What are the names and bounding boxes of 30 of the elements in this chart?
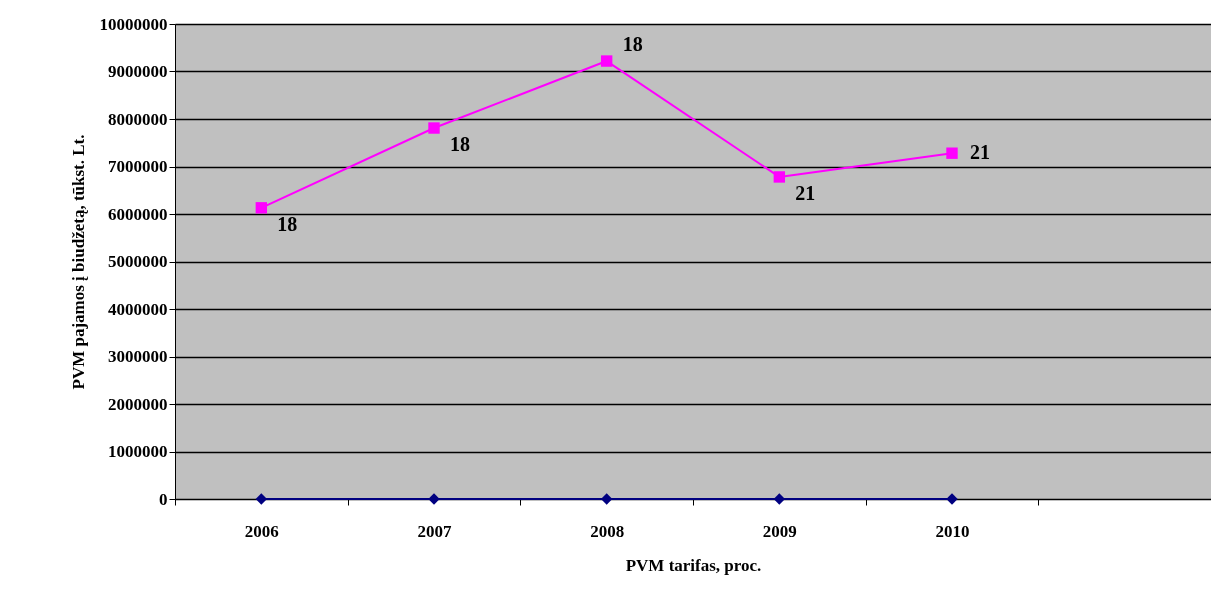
y-tick-label: 10000000 <box>99 14 168 34</box>
x-tick-label: 2010 <box>935 521 970 541</box>
point <box>428 122 440 134</box>
y-tick-label: 1000000 <box>108 442 168 461</box>
point <box>255 202 268 214</box>
point <box>773 171 786 183</box>
y-tick-label: 0 <box>159 489 168 509</box>
y-tick-label: 9000000 <box>108 62 168 81</box>
point <box>946 147 958 159</box>
y-tick-label: 6000000 <box>108 204 168 224</box>
annotation: 18 <box>622 33 643 56</box>
annotation: 21 <box>970 141 990 164</box>
y-tick-label: 5000000 <box>108 252 168 271</box>
y-tick-label: 8000000 <box>108 109 168 129</box>
annotation: 18 <box>450 133 470 156</box>
y-tick-label: 7000000 <box>108 157 168 176</box>
x-tick-label: 2008 <box>590 521 625 541</box>
y-tick-label: 3000000 <box>108 347 168 366</box>
point <box>428 493 440 505</box>
x-axis-title: PVM tarifas, proc. <box>625 555 762 575</box>
annotation: 18 <box>277 212 298 235</box>
point <box>946 493 958 505</box>
point <box>600 55 613 67</box>
annotation: 21 <box>795 181 816 204</box>
y-tick-label: 2000000 <box>108 394 168 414</box>
x-tick-label: 2009 <box>762 521 797 541</box>
x-tick-label: 2007 <box>417 521 452 541</box>
x-tick-label: 2006 <box>244 521 279 541</box>
y-axis-title: PVM pajamos į biudžetą, tūkst. Lt. <box>68 134 88 390</box>
y-tick-label: 4000000 <box>108 299 168 319</box>
